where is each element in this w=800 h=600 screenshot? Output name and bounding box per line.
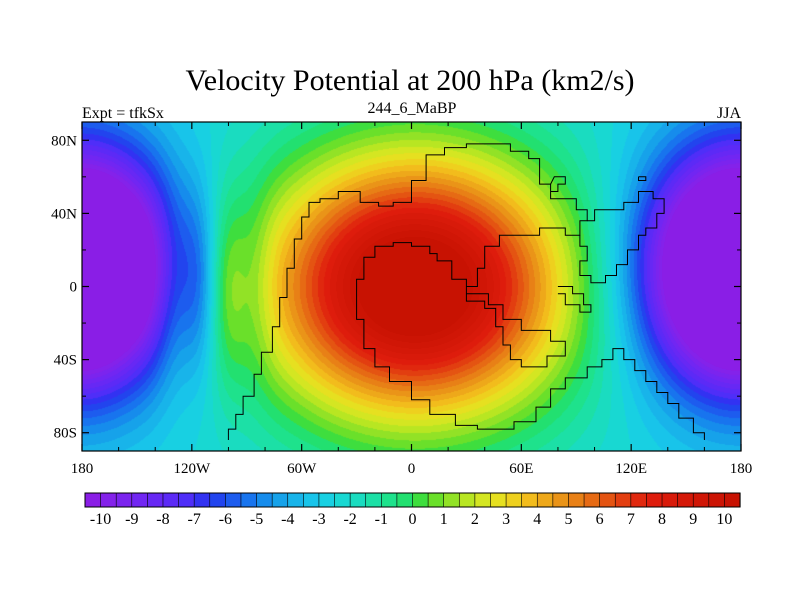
colorbar-swatch — [287, 492, 304, 508]
colorbar-frame — [84, 492, 741, 508]
colorbar-label: -5 — [250, 511, 263, 528]
colorbar-label: -10 — [90, 511, 111, 528]
colorbar-label: 5 — [564, 511, 572, 528]
colorbar-swatch — [583, 492, 601, 508]
left-label: Expt = tfkSx — [82, 105, 164, 122]
colorbar-swatch — [568, 492, 585, 508]
colorbar-label: 7 — [627, 511, 635, 528]
colorbar-swatch — [443, 492, 460, 508]
coastlines — [227, 143, 705, 440]
colorbar-swatch — [599, 492, 616, 508]
colorbar-swatch — [334, 492, 351, 508]
colorbar-swatch — [552, 492, 570, 508]
coastline-segment — [550, 176, 566, 192]
colorbar-swatch — [490, 492, 507, 508]
colorbar-label: -7 — [188, 511, 201, 528]
chart-title: Velocity Potential at 200 hPa (km2/s) — [185, 64, 634, 97]
right-label: JJA — [717, 105, 741, 122]
center-label: 244_6_MaBP — [368, 100, 457, 117]
colorbar-swatch — [724, 492, 741, 508]
colorbar-swatch — [692, 492, 710, 508]
colorbar-label: 6 — [596, 511, 604, 528]
colorbar-swatch — [209, 492, 226, 508]
colorbar-swatch — [100, 492, 117, 508]
colorbar-swatch — [458, 492, 476, 508]
x-tick-label: 180 — [71, 461, 94, 477]
colorbar-swatch — [365, 492, 382, 508]
colorbar: -10 -9 -8 -7 -6 -5 -4 -3 -2 -1 0 1 2 3 4 5 6 7 8 9 10 — [84, 492, 741, 528]
colorbar-label: -9 — [125, 511, 138, 528]
colorbar-label: -4 — [281, 511, 294, 528]
contour-field — [82, 122, 741, 451]
x-tick-label: 60E — [509, 461, 533, 477]
colorbar-label: 8 — [658, 511, 666, 528]
colorbar-swatch — [240, 492, 258, 508]
colorbar-swatch — [521, 492, 538, 508]
colorbar-swatch — [708, 492, 726, 508]
x-tick-label: 120E — [615, 461, 647, 477]
coastline-segment — [557, 286, 592, 313]
colorbar-swatch — [256, 492, 273, 508]
colorbar-swatch — [412, 492, 429, 508]
x-tick-label: 0 — [408, 461, 416, 477]
colorbar-swatch — [193, 492, 211, 508]
colorbar-swatch — [646, 492, 663, 508]
colorbar-swatch — [677, 492, 694, 508]
x-tick-label: 180 — [730, 461, 753, 477]
colorbar-swatch — [131, 492, 148, 508]
y-tick-label: 40S — [54, 353, 77, 369]
map-axes: 180 120W 60W 0 60E 120E 180 80N 40N 0 40S 80S — [51, 122, 752, 477]
colorbar-label: -3 — [312, 511, 325, 528]
colorbar-swatch — [147, 492, 164, 508]
y-tick-label: 40N — [51, 206, 77, 222]
colorbar-swatch — [427, 492, 445, 508]
colorbar-swatch — [318, 492, 336, 508]
x-tick-label: 120W — [173, 461, 211, 477]
colorbar-label: 3 — [502, 511, 510, 528]
colorbar-label: 9 — [689, 511, 697, 528]
colorbar-swatch — [84, 492, 102, 508]
coastline-segment — [638, 176, 647, 181]
colorbar-label: 2 — [471, 511, 479, 528]
x-tick-label: 60W — [287, 461, 317, 477]
colorbar-swatch — [661, 492, 679, 508]
colorbar-label: 1 — [440, 511, 448, 528]
colorbar-label: 0 — [409, 511, 417, 528]
colorbar-swatch — [225, 492, 242, 508]
y-tick-label: 80N — [51, 133, 77, 149]
colorbar-swatch — [178, 492, 195, 508]
colorbar-swatch — [536, 492, 554, 508]
colorbar-swatch — [396, 492, 414, 508]
colorbar-label: -1 — [375, 511, 388, 528]
colorbar-swatch — [614, 492, 632, 508]
y-tick-label: 80S — [54, 426, 77, 442]
coastline-segment — [227, 143, 705, 440]
colorbar-label: 4 — [533, 511, 541, 528]
colorbar-swatch — [303, 492, 320, 508]
colorbar-swatch — [381, 492, 398, 508]
colorbar-swatch — [474, 492, 492, 508]
colorbar-swatch — [271, 492, 289, 508]
colorbar-label: -6 — [219, 511, 232, 528]
colorbar-label: -2 — [343, 511, 356, 528]
colorbar-swatch — [162, 492, 180, 508]
colorbar-swatch — [505, 492, 523, 508]
colorbar-swatch — [630, 492, 648, 508]
colorbar-label: 10 — [716, 511, 732, 528]
y-tick-label: 0 — [70, 280, 78, 296]
colorbar-swatch — [115, 492, 133, 508]
map-plot — [81, 121, 742, 452]
coastline-segment — [579, 191, 665, 284]
colorbar-swatch — [349, 492, 367, 508]
colorbar-label: -8 — [156, 511, 169, 528]
